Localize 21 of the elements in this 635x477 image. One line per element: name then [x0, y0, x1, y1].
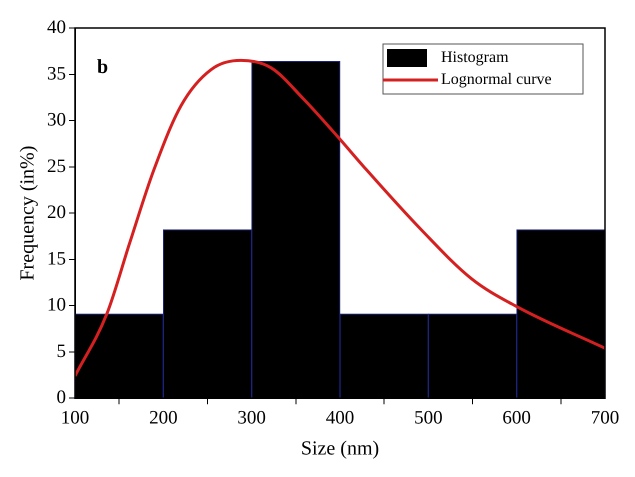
y-tick-label: 30: [47, 110, 66, 131]
x-axis-title: Size (nm): [300, 437, 380, 460]
y-tick-label: 40: [47, 16, 66, 38]
x-tick-label: 300: [237, 408, 266, 429]
x-tick-label: 500: [414, 408, 443, 429]
legend-label: Histogram: [441, 49, 510, 66]
x-tick-label: 100: [60, 408, 90, 429]
y-tick-label: 35: [47, 63, 66, 84]
x-tick-label: 400: [326, 408, 354, 429]
y-tick-label: 10: [47, 294, 66, 316]
y-axis-title: Frequency (in%): [16, 146, 38, 281]
y-tick-label: 5: [56, 340, 66, 362]
legend-label: Lognormal curve: [441, 71, 552, 88]
annotation: b: [97, 56, 108, 78]
y-tick-label: 15: [47, 248, 66, 270]
y-tick-label: 20: [47, 202, 66, 224]
y-tick-label: 25: [47, 156, 66, 177]
x-tick-label: 200: [149, 408, 178, 429]
y-tick-label: 0: [56, 387, 66, 408]
x-tick-label: 600: [502, 408, 531, 429]
x-tick-label: 700: [590, 408, 620, 429]
